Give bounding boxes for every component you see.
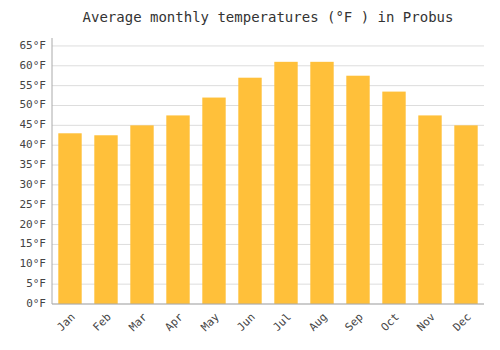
y-tick-label: 65°F <box>20 39 47 52</box>
grid-line <box>52 85 484 86</box>
y-tick-label: 5°F <box>26 277 46 290</box>
x-tick-label: Apr <box>163 310 187 334</box>
grid-line <box>52 304 484 305</box>
y-tick-label: 55°F <box>20 79 47 92</box>
title: Average monthly temperatures (°F ) in Pr… <box>83 9 454 25</box>
x-tick-labels: Jan Feb Mar Apr May Jun Jul Aug Sep Oct Nov Dec <box>55 310 474 334</box>
bar <box>274 62 297 304</box>
x-axis-line <box>52 304 484 305</box>
bar <box>58 133 81 304</box>
x-tick-label: Nov <box>415 310 439 334</box>
y-tick-label: 20°F <box>20 218 47 231</box>
page: {"chart_data": {"type": "bar", "title": … <box>0 0 500 350</box>
grid-line <box>52 45 484 46</box>
x-tick-label: Dec <box>451 311 474 334</box>
x-tick-label: Sep <box>343 311 366 334</box>
y-tick-labels: 0°F 5°F 10°F 15°F 20°F 25°F 30°F 35°F 40°F 45°F 50… <box>20 39 47 310</box>
bar <box>310 62 333 304</box>
x-tick-label: Aug <box>307 311 330 334</box>
bar <box>166 115 189 304</box>
bar <box>202 98 225 304</box>
y-axis-line <box>52 38 53 304</box>
y-tick-label: 50°F <box>20 98 47 111</box>
x-tick-label: Feb <box>91 311 114 334</box>
x-tick-label: Jul <box>271 311 294 334</box>
y-tick-label: 60°F <box>20 59 47 72</box>
x-tick-label: Jan <box>55 311 78 334</box>
y-tick-label: 40°F <box>20 138 47 151</box>
y-tick-label: 10°F <box>20 257 47 270</box>
y-tick-label: 25°F <box>20 198 47 211</box>
chart: Average monthly temperatures (°F ) in Pr… <box>0 0 500 350</box>
y-tick-label: 45°F <box>20 118 47 131</box>
y-tick-label: 30°F <box>20 178 47 191</box>
x-tick-label: May <box>199 310 223 334</box>
x-tick-label: Mar <box>127 310 151 334</box>
bar <box>346 76 369 304</box>
bars <box>58 62 477 304</box>
bar <box>130 125 153 304</box>
bar <box>382 92 405 304</box>
x-tick-label: Oct <box>379 311 402 334</box>
y-tick-label: 15°F <box>20 237 47 250</box>
bar <box>94 135 117 304</box>
bar <box>238 78 261 304</box>
y-tick-label: 0°F <box>26 297 46 310</box>
bar <box>418 115 441 304</box>
y-tick-label: 35°F <box>20 158 47 171</box>
y-grid <box>52 46 484 304</box>
x-tick-label: Jun <box>235 311 258 334</box>
bar <box>454 125 477 304</box>
grid-line <box>52 105 484 106</box>
grid-line <box>52 65 484 66</box>
